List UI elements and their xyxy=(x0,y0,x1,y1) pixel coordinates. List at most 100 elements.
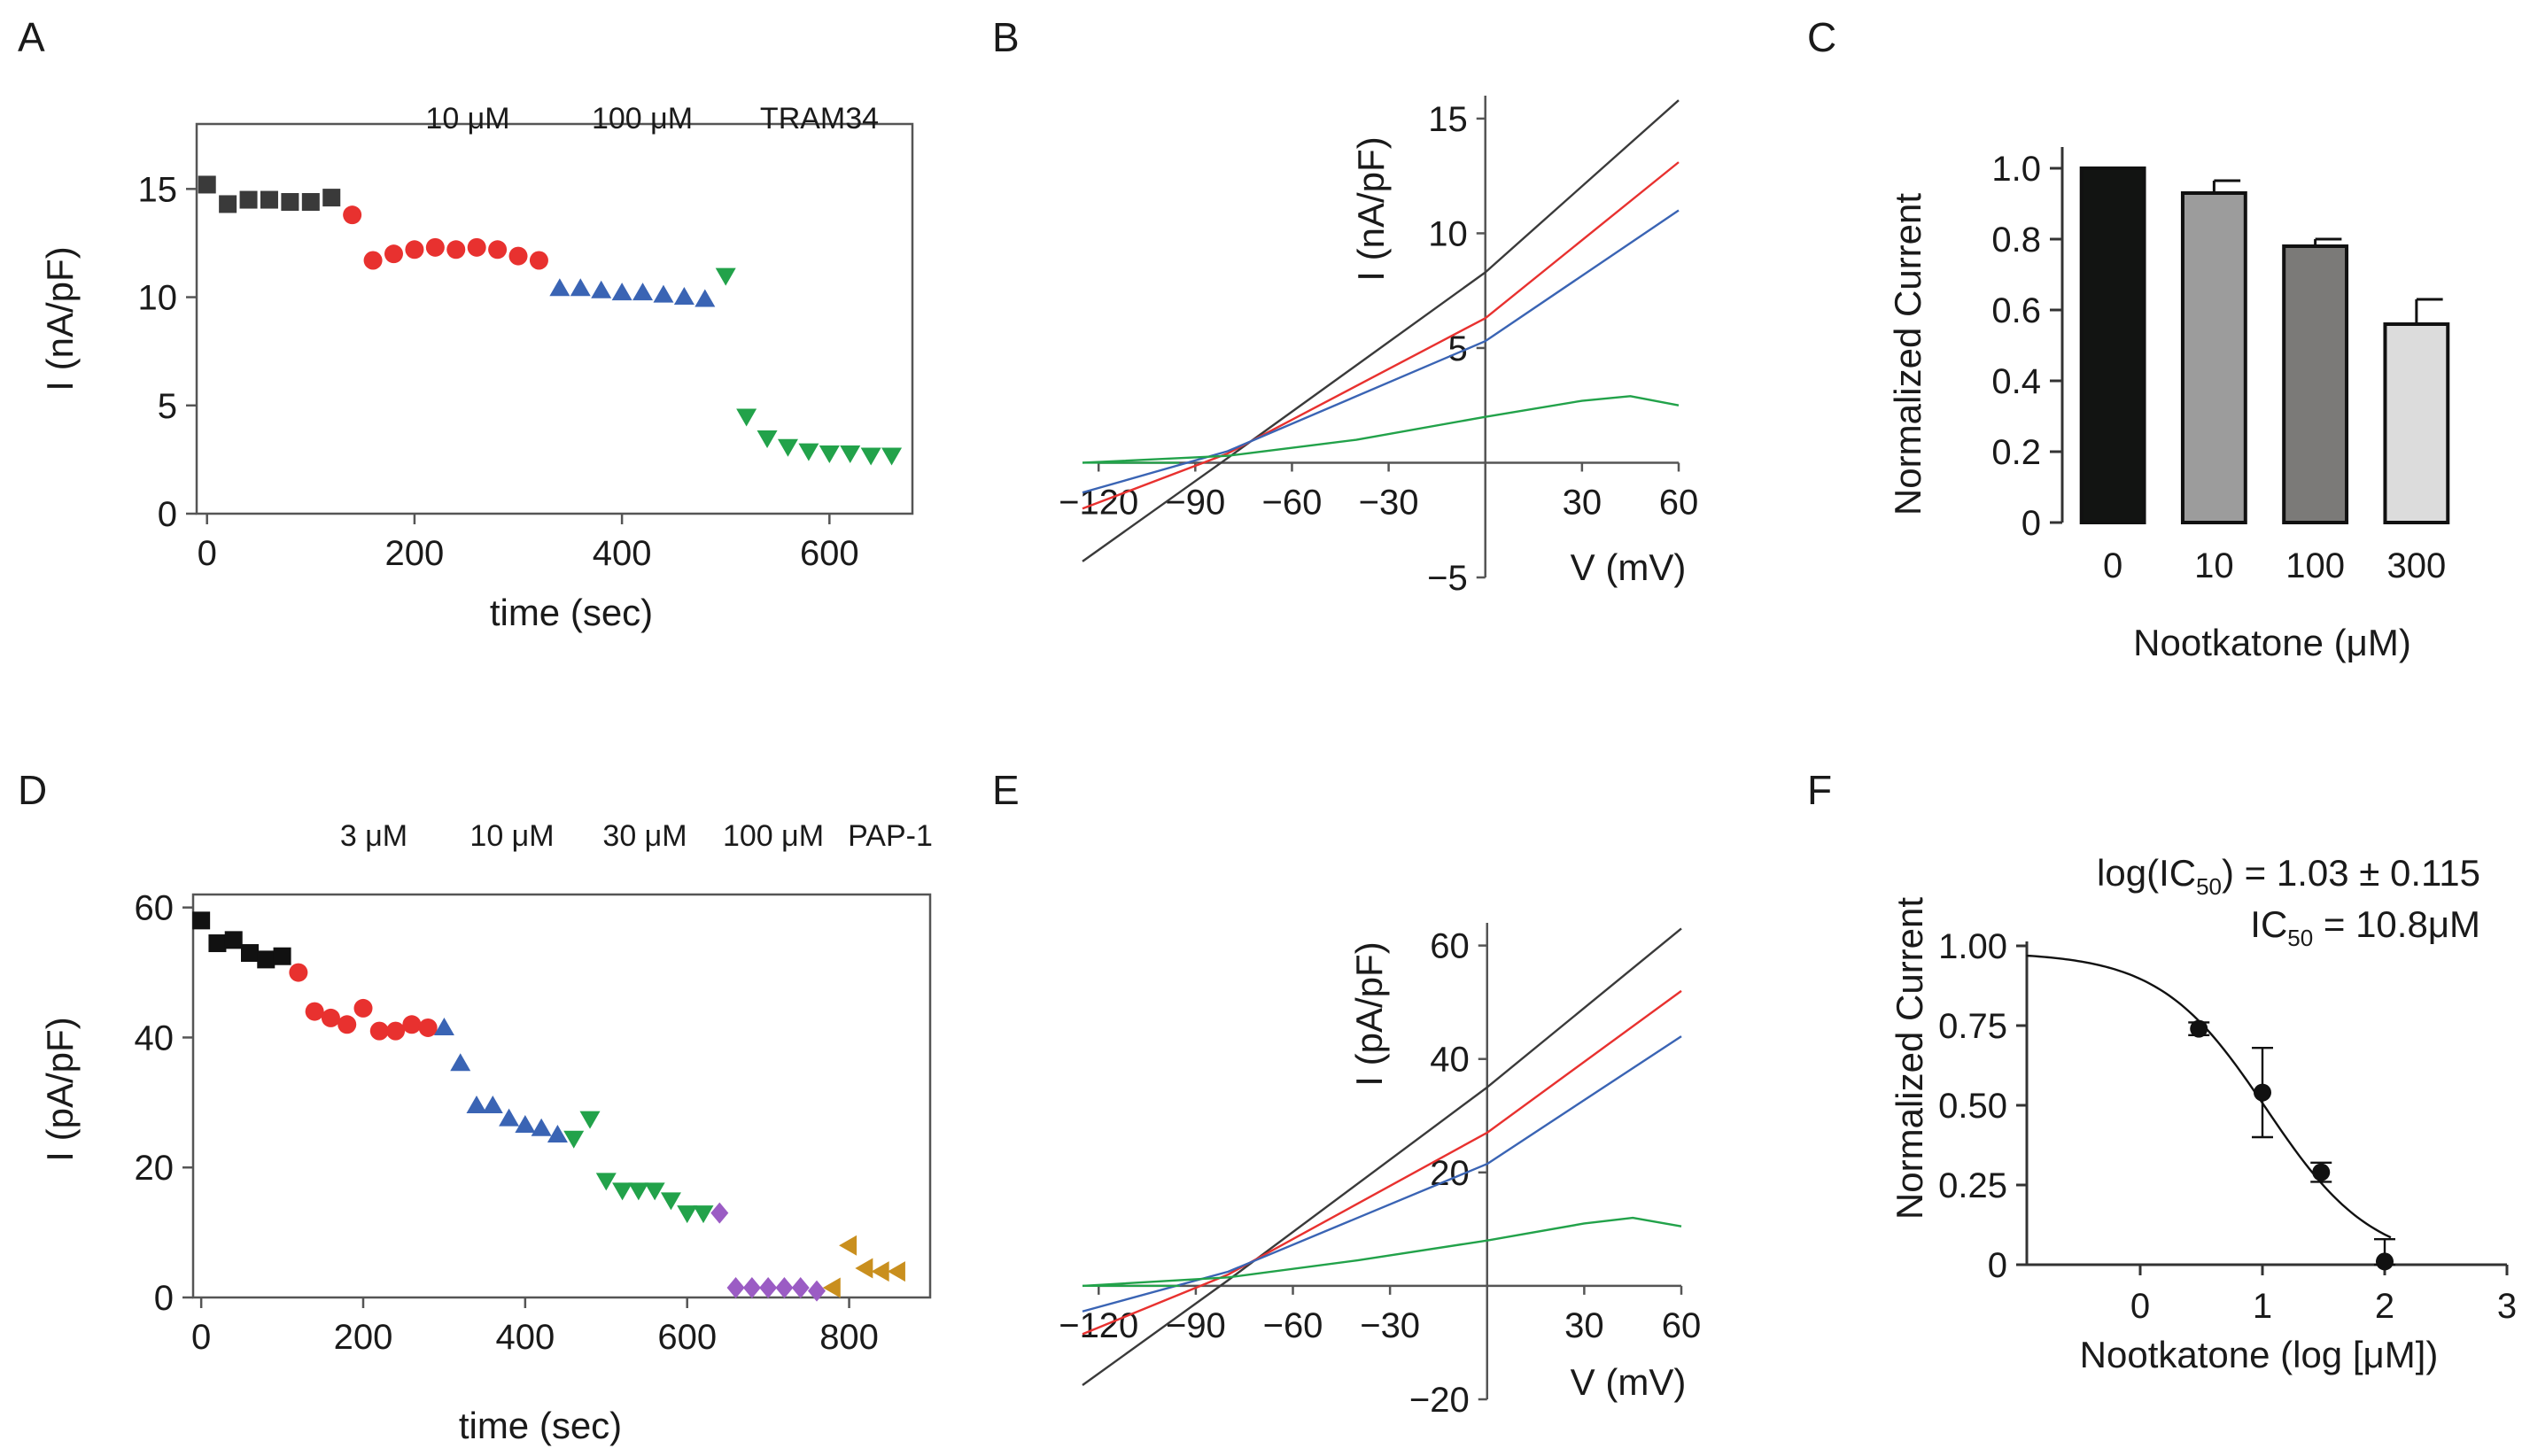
data-point xyxy=(715,267,736,286)
data-point xyxy=(2376,1252,2394,1271)
data-point xyxy=(612,1182,633,1201)
x-tick-label: 600 xyxy=(800,534,859,573)
data-point xyxy=(759,1276,778,1298)
data-point xyxy=(2190,1019,2208,1038)
ic50-annotation: IC50 = 10.8μM xyxy=(2250,903,2480,951)
panel-letter: E xyxy=(992,767,1020,813)
data-point xyxy=(446,240,466,259)
data-point xyxy=(881,447,903,466)
data-point xyxy=(322,189,341,207)
data-point xyxy=(257,950,275,969)
data-point xyxy=(860,447,881,466)
y-tick-label: 0.8 xyxy=(1991,221,2041,259)
x-tick-label: 200 xyxy=(334,1318,393,1357)
y-tick-label: 1.00 xyxy=(1938,927,2007,966)
data-point xyxy=(840,445,861,464)
x-tick-label: −90 xyxy=(1166,1306,1226,1345)
bar xyxy=(2383,322,2450,524)
panel-letter: B xyxy=(992,14,1020,60)
data-point xyxy=(488,240,508,259)
y-tick-label: 0.75 xyxy=(1938,1007,2007,1046)
x-tick-label: 400 xyxy=(593,534,652,573)
data-point xyxy=(628,1182,649,1201)
y-tick-label: 0 xyxy=(158,495,177,534)
x-tick-label: 600 xyxy=(657,1318,717,1357)
iv-trace-2 xyxy=(1082,1035,1682,1313)
y-tick-label: 10 xyxy=(1428,214,1468,253)
data-point xyxy=(529,251,548,270)
x-tick-label: 0 xyxy=(2130,1287,2150,1326)
data-point xyxy=(369,1021,389,1041)
x-tick-label: 300 xyxy=(2387,546,2447,585)
x-axis-label: time (sec) xyxy=(459,1405,622,1446)
data-point xyxy=(301,193,320,211)
y-axis-label: I (nA/pF) xyxy=(39,246,81,391)
data-point xyxy=(673,287,695,306)
data-point xyxy=(611,283,632,301)
annotation-text: log(IC xyxy=(2097,852,2196,894)
data-point xyxy=(338,1015,357,1034)
x-axis-label: V (mV) xyxy=(1571,546,1687,588)
data-point xyxy=(515,1115,536,1134)
y-tick-label: −20 xyxy=(1409,1381,1470,1420)
panel-d: D 0 200 400 600 800 0 20 40 60 3 μM 10 μM 30 μM 100 μ… xyxy=(18,767,933,1446)
data-point xyxy=(208,934,227,953)
data-point xyxy=(273,947,291,965)
data-point xyxy=(499,1108,520,1127)
iv-trace-1 xyxy=(1082,989,1682,1336)
bar xyxy=(2079,167,2146,524)
data-point xyxy=(547,1125,568,1143)
data-point xyxy=(855,1258,873,1279)
data-point xyxy=(482,1096,503,1114)
y-tick-label: 20 xyxy=(135,1149,175,1188)
y-tick-label: 0 xyxy=(1988,1246,2007,1285)
series-2 xyxy=(549,278,716,307)
data-point xyxy=(192,911,211,930)
condition-label: 10 μM xyxy=(425,102,509,136)
y-tick-label: 0.6 xyxy=(1991,291,2041,330)
data-point xyxy=(777,438,798,457)
data-point xyxy=(508,246,528,266)
data-point xyxy=(466,1096,487,1114)
x-tick-label: 2 xyxy=(2375,1287,2394,1326)
y-tick-label: 0.25 xyxy=(1938,1166,2007,1205)
data-point xyxy=(2312,1163,2331,1181)
data-point xyxy=(710,1202,729,1224)
x-tick-label: 60 xyxy=(1659,483,1699,522)
data-point xyxy=(660,1192,681,1211)
x-tick-label: −60 xyxy=(1263,1306,1323,1345)
data-point xyxy=(742,1276,761,1298)
x-tick-label: −60 xyxy=(1262,483,1323,522)
data-point xyxy=(871,1261,889,1282)
data-point xyxy=(822,1277,841,1298)
x-axis-label: V (mV) xyxy=(1571,1361,1687,1403)
y-axis-label: I (nA/pF) xyxy=(1350,136,1392,281)
y-tick-label: 15 xyxy=(1428,100,1468,139)
data-point xyxy=(695,289,716,307)
x-tick-label: 3 xyxy=(2497,1287,2517,1326)
data-point xyxy=(644,1182,665,1201)
data-point xyxy=(531,1118,552,1136)
y-tick-label: 0.4 xyxy=(1991,362,2041,401)
series-4 xyxy=(710,1202,826,1302)
data-point xyxy=(632,283,654,301)
y-tick-label: 0 xyxy=(154,1279,174,1318)
condition-label: 30 μM xyxy=(602,819,687,853)
x-tick-label: 200 xyxy=(385,534,445,573)
data-point xyxy=(591,280,612,298)
data-point xyxy=(198,175,216,194)
series-1 xyxy=(289,963,438,1041)
series-0 xyxy=(198,175,341,213)
y-axis-label: Normalized Current xyxy=(1889,897,1930,1220)
plot-frame xyxy=(195,122,914,515)
x-tick-label: 30 xyxy=(1563,483,1602,522)
x-tick-label: 0 xyxy=(198,534,217,573)
iv-trace-0 xyxy=(1082,927,1682,1386)
y-tick-label: −5 xyxy=(1427,559,1468,598)
data-point xyxy=(839,1235,857,1256)
data-point xyxy=(305,1002,324,1021)
condition-label: 3 μM xyxy=(340,819,407,853)
